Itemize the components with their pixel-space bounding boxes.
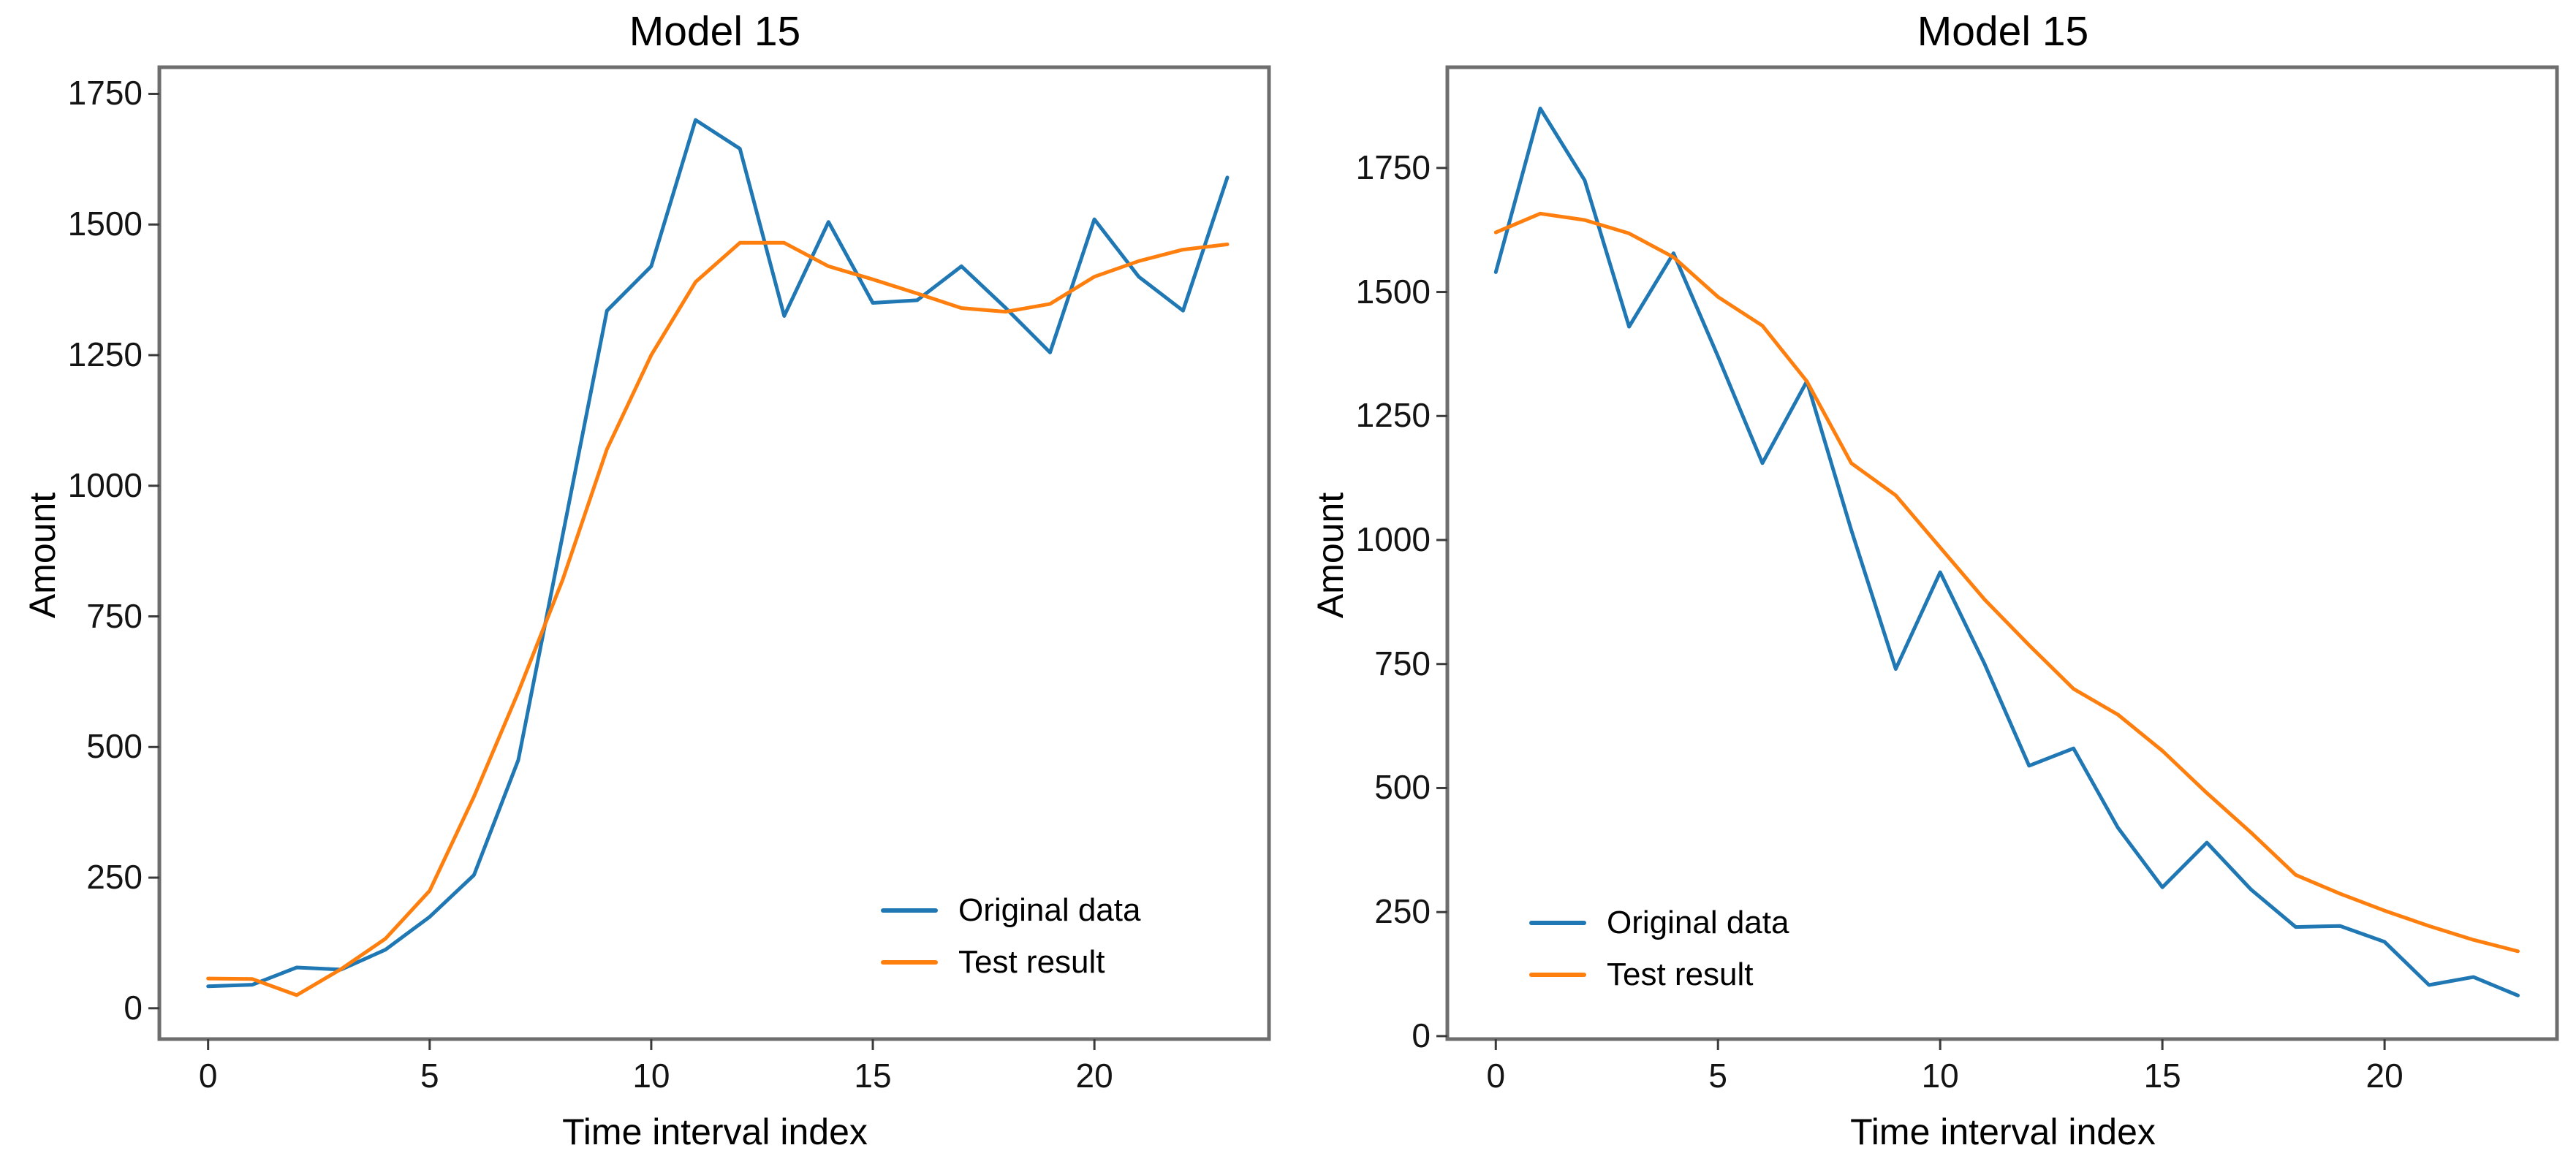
x-tick-label: 20 <box>2365 1057 2403 1095</box>
legend-label: Original data <box>1607 904 1789 940</box>
plot-area-right <box>1436 65 2559 1050</box>
original-data-swatch <box>881 908 938 913</box>
test-result-swatch <box>1529 972 1586 977</box>
legend-right: Original data Test result <box>1529 897 1789 1000</box>
x-tick-label: 15 <box>854 1057 892 1095</box>
x-tick-label: 5 <box>1708 1057 1728 1095</box>
chart-title-left: Model 15 <box>629 8 801 55</box>
y-tick-label: 750 <box>1374 644 1431 682</box>
legend-entry: Test result <box>881 936 1140 988</box>
y-tick-label: 1250 <box>1355 396 1431 435</box>
plot-area-left <box>148 65 1271 1050</box>
y-tick-label: 1500 <box>67 205 143 243</box>
x-axis-label-right: Time interval index <box>1850 1111 2156 1152</box>
legend-label: Test result <box>958 943 1105 980</box>
x-tick-label: 5 <box>420 1057 439 1095</box>
chart-title-right: Model 15 <box>1917 8 2089 55</box>
legend-label: Original data <box>958 891 1141 928</box>
axes-spines <box>157 65 1271 1041</box>
test-result-swatch <box>881 959 938 965</box>
y-tick-label: 1500 <box>1355 272 1431 311</box>
x-tick-label: 10 <box>1921 1057 1959 1095</box>
x-tick-label: 0 <box>198 1057 218 1095</box>
y-tick-label: 1000 <box>67 465 143 504</box>
chart-panel-right: Model 15 Amount Time interval index Orig… <box>1288 0 2576 1175</box>
x-tick-label: 10 <box>632 1057 670 1095</box>
y-tick-label: 1750 <box>1355 148 1431 186</box>
legend-entry: Original data <box>1529 897 1789 948</box>
y-tick-label: 500 <box>1374 768 1431 807</box>
y-tick-label: 0 <box>124 988 143 1027</box>
original-data-line <box>206 118 1230 989</box>
chart-panel-left: Model 15 Amount Time interval index Orig… <box>22 8 1271 1152</box>
original-data-swatch <box>1529 920 1586 925</box>
legend-left: Original data Test result <box>881 884 1140 988</box>
y-tick-label: 1000 <box>1355 520 1431 558</box>
x-tick-label: 15 <box>2143 1057 2181 1095</box>
legend-entry: Original data <box>881 884 1140 936</box>
y-tick-label: 750 <box>86 596 143 635</box>
legend-label: Test result <box>1607 956 1754 992</box>
axes-spines <box>1445 65 2559 1041</box>
y-tick-label: 250 <box>1374 892 1431 931</box>
test-result-line <box>1493 211 2520 954</box>
x-tick-label: 0 <box>1486 1057 1506 1095</box>
x-tick-label: 20 <box>1075 1057 1113 1095</box>
y-tick-label: 0 <box>1412 1016 1431 1054</box>
y-tick-label: 1750 <box>67 74 143 113</box>
y-tick-label: 500 <box>86 727 143 766</box>
x-axis-label-left: Time interval index <box>562 1111 868 1152</box>
y-tick-label: 1250 <box>67 335 143 373</box>
original-data-line <box>1493 106 2520 997</box>
legend-entry: Test result <box>1529 948 1789 1000</box>
y-tick-label: 250 <box>86 858 143 897</box>
test-result-line <box>206 240 1230 997</box>
